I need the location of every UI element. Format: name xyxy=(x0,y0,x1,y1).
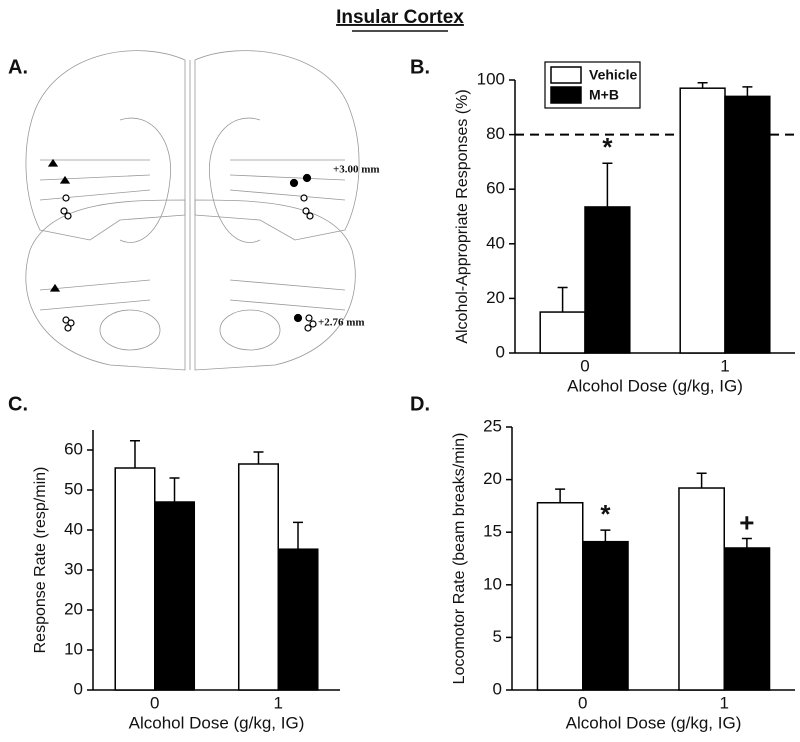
significance-marker: + xyxy=(739,507,754,537)
panel-label: A. xyxy=(8,56,28,78)
error-bar xyxy=(741,537,752,548)
x-tick-label: 0 xyxy=(578,693,587,712)
y-tick-label: 0 xyxy=(493,679,502,698)
error-bar xyxy=(602,162,613,207)
error-bar xyxy=(742,86,753,97)
bar xyxy=(678,487,725,691)
y-axis-label: Response Rate (resp/min) xyxy=(32,467,49,654)
y-tick-label: 100 xyxy=(477,69,505,88)
panel-label: D. xyxy=(410,393,430,415)
y-tick-label: 30 xyxy=(64,559,83,578)
x-axis-label: Alcohol Dose (g/kg, IG) xyxy=(129,713,305,732)
y-tick-label: 60 xyxy=(64,439,83,458)
y-tick-label: 20 xyxy=(483,469,502,488)
y-tick-label: 15 xyxy=(483,522,502,541)
section-annotation: +3.00 mm xyxy=(333,164,380,176)
y-tick-label: 0 xyxy=(74,679,83,698)
bar xyxy=(723,547,771,691)
error-bar xyxy=(253,451,264,464)
y-tick-label: 10 xyxy=(483,574,502,593)
error-bar xyxy=(555,488,566,503)
x-tick-label: 1 xyxy=(720,693,729,712)
y-tick-label: 50 xyxy=(64,479,83,498)
y-tick-label: 60 xyxy=(486,179,505,198)
bar xyxy=(154,501,196,691)
y-tick-label: 40 xyxy=(64,519,83,538)
x-axis-label: Alcohol Dose (g/kg, IG) xyxy=(567,376,743,395)
bar xyxy=(536,501,584,691)
x-tick-label: 1 xyxy=(720,356,729,375)
bar xyxy=(584,206,631,354)
y-tick-label: 80 xyxy=(486,124,505,143)
figure-title: Insular Cortex xyxy=(336,7,464,28)
bar xyxy=(277,548,319,691)
bar xyxy=(237,463,279,691)
significance-marker: * xyxy=(602,132,613,162)
x-tick-label: 0 xyxy=(580,356,589,375)
legend-swatch xyxy=(550,86,582,104)
error-bar xyxy=(293,521,304,550)
y-tick-label: 20 xyxy=(64,599,83,618)
brain-diagram xyxy=(25,50,360,371)
y-tick-label: 10 xyxy=(64,639,83,658)
error-bar xyxy=(600,529,611,542)
legend-label: M+B xyxy=(589,87,619,103)
legend-swatch xyxy=(550,66,582,84)
bar xyxy=(539,311,586,354)
bar xyxy=(724,95,771,354)
bar xyxy=(114,467,156,691)
error-bar xyxy=(696,472,707,489)
y-axis-label: Locomotor Rate (beam breaks/min) xyxy=(451,433,468,685)
x-tick-label: 1 xyxy=(274,693,283,712)
bar xyxy=(582,540,629,691)
y-tick-label: 0 xyxy=(496,342,505,361)
error-bar xyxy=(697,81,708,89)
section-annotation: +2.76 mm xyxy=(318,317,365,329)
error-bar xyxy=(169,477,180,502)
bar xyxy=(679,87,726,354)
legend-label: Vehicle xyxy=(589,67,637,83)
y-tick-label: 20 xyxy=(486,288,505,307)
y-tick-label: 25 xyxy=(483,416,502,435)
injection-sites xyxy=(47,158,317,332)
y-tick-label: 40 xyxy=(486,233,505,252)
x-tick-label: 0 xyxy=(150,693,159,712)
significance-marker: * xyxy=(600,499,611,529)
error-bar xyxy=(557,286,568,313)
x-axis-label: Alcohol Dose (g/kg, IG) xyxy=(566,713,742,732)
y-axis-label: Alcohol-Appropriate Responses (%) xyxy=(454,89,471,343)
error-bar xyxy=(129,440,140,468)
panel-label: C. xyxy=(8,393,28,415)
panel-label: B. xyxy=(410,56,430,78)
y-tick-label: 5 xyxy=(493,627,502,646)
